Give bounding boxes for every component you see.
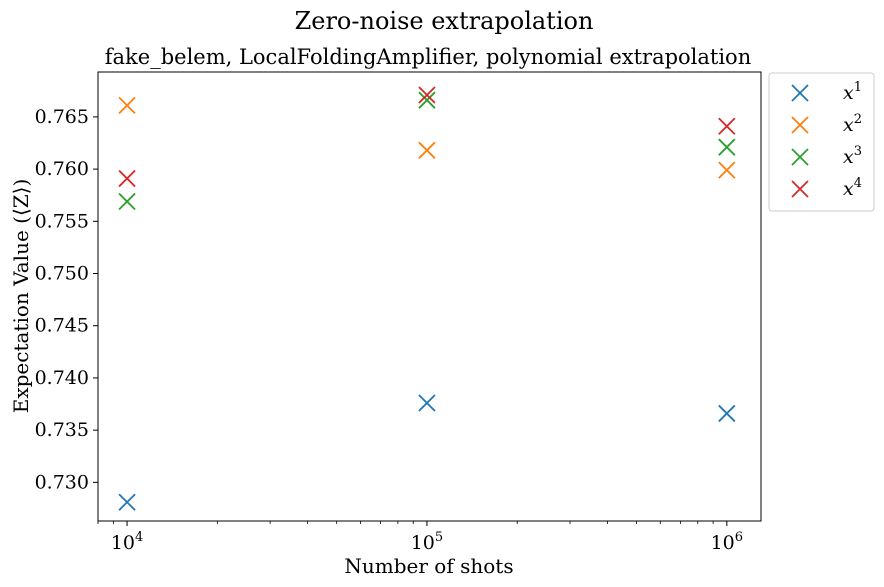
y-tick-label: 0.760	[35, 158, 89, 180]
legend-marker-x2	[791, 116, 809, 134]
marker-x4-1	[418, 86, 436, 104]
y-tick-label: 0.765	[35, 106, 89, 128]
marker-x2-2	[718, 161, 736, 179]
marker-x2-0	[118, 96, 136, 115]
marker-x3-1	[418, 91, 436, 109]
x-axis-label: Number of shots	[344, 554, 513, 578]
x-axis: 104 105 106	[97, 521, 743, 554]
legend-marker-x4	[791, 180, 809, 198]
x-tick-label: 105	[411, 530, 443, 554]
legend-label-x4: x4	[843, 176, 862, 200]
plot-area-frame	[97, 71, 762, 522]
marker-x4-0	[118, 169, 136, 188]
y-axis-label: Expectation Value (⟨Z⟩)	[9, 179, 33, 414]
marker-x2-1	[418, 141, 436, 159]
marker-x1-2	[718, 404, 736, 423]
x-tick-label: 104	[111, 530, 143, 554]
marker-x3-0	[118, 192, 136, 211]
legend-label-x2: x2	[843, 112, 862, 136]
y-axis: 0.730 0.735 0.740 0.745 0.750 0.755 0.760 0.765	[35, 106, 98, 493]
data-markers	[118, 86, 736, 511]
chart-subtitle: fake_belem, LocalFoldingAmplifier, polyn…	[105, 45, 751, 69]
legend-label-x1: x1	[843, 80, 862, 104]
chart-title: Zero-noise extrapolation	[295, 7, 594, 35]
legend-marker-x3	[791, 148, 809, 166]
marker-x1-0	[118, 493, 136, 511]
y-tick-label: 0.745	[35, 315, 89, 337]
legend-marker-x1	[791, 84, 809, 102]
x-tick-label: 106	[711, 530, 743, 554]
marker-x4-2	[718, 117, 736, 135]
y-tick-label: 0.755	[35, 210, 89, 232]
marker-x1-1	[418, 394, 436, 412]
y-tick-label: 0.735	[35, 419, 89, 441]
legend-box	[768, 72, 875, 212]
y-tick-label: 0.740	[35, 367, 89, 389]
y-tick-label: 0.730	[35, 471, 89, 493]
y-tick-label: 0.750	[35, 263, 89, 285]
legend: x1 x2 x3 x4	[768, 72, 875, 212]
legend-label-x3: x3	[843, 144, 862, 168]
marker-x3-2	[718, 138, 736, 156]
